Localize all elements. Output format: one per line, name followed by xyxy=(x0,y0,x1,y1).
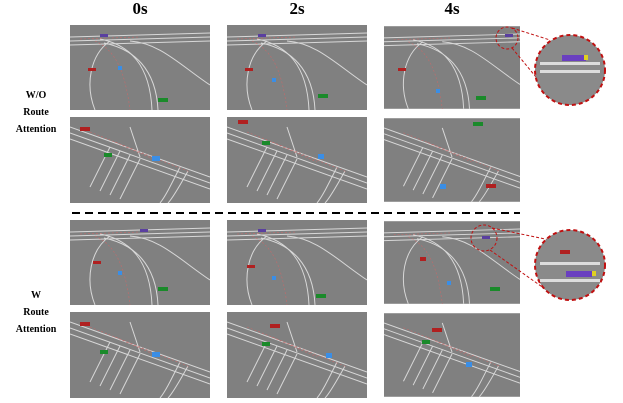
sim-frame xyxy=(227,220,367,305)
sim-frame xyxy=(384,221,520,304)
sim-frame xyxy=(70,220,210,305)
sim-frame xyxy=(227,25,367,110)
row-label: Route xyxy=(23,307,49,318)
row-label: Attention xyxy=(16,124,57,135)
sim-frame xyxy=(384,26,520,109)
sim-frame xyxy=(384,313,520,397)
column-header: 2s xyxy=(289,0,305,18)
sim-frame xyxy=(227,312,367,398)
sim-frame xyxy=(70,312,210,398)
sim-frame xyxy=(384,118,520,202)
sim-frame xyxy=(227,117,367,203)
row-label: W xyxy=(31,290,41,301)
column-header: 4s xyxy=(444,0,460,18)
column-header: 0s xyxy=(132,0,148,18)
figure: 0s 2s 4s W/O Route Attention W Route Att… xyxy=(0,0,623,403)
row-label: Attention xyxy=(16,324,57,335)
row-label: W/O xyxy=(26,90,47,101)
row-label: Route xyxy=(23,107,49,118)
sim-frame xyxy=(70,25,210,110)
sim-frame xyxy=(70,117,210,203)
